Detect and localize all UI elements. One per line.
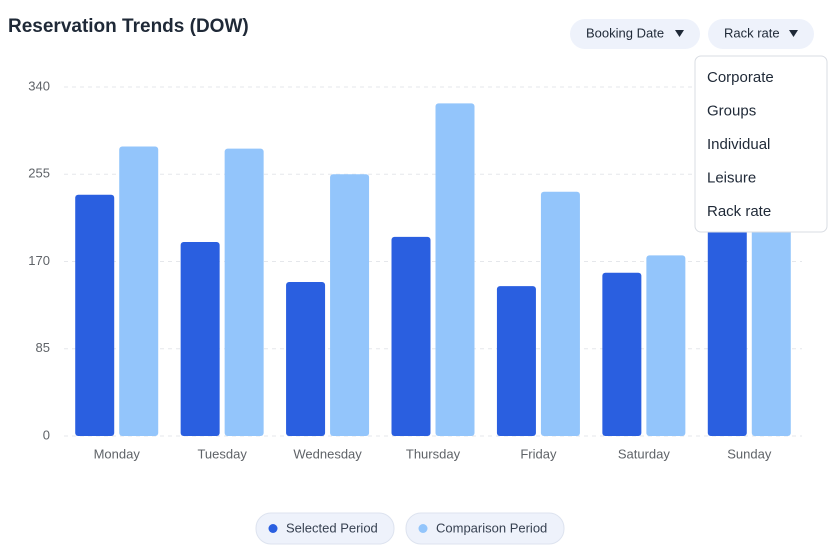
- x-tick-label: Monday: [94, 446, 141, 461]
- bar: [119, 146, 159, 437]
- menu-item[interactable]: Rack rate: [707, 203, 771, 220]
- menu-panel: [694, 55, 828, 233]
- chart-title: Reservation Trends (DOW): [8, 16, 249, 37]
- y-tick-label: 0: [43, 427, 50, 442]
- filter-label: Booking Date: [586, 25, 664, 40]
- plot: 0 85 170 255 340 Monday Tuesday Wednesday Thursd…: [28, 78, 802, 461]
- y-tick-label: 85: [36, 340, 50, 355]
- bar: [330, 174, 370, 436]
- bar: [391, 236, 431, 436]
- x-tick-label: Wednesday: [293, 446, 362, 461]
- filter-button[interactable]: [570, 19, 700, 49]
- legend-pill[interactable]: [255, 512, 395, 545]
- dropdown-arrow: [675, 30, 684, 37]
- bar: [286, 282, 326, 436]
- legend-swatch: [418, 524, 428, 533]
- filter-label: Rack rate: [724, 25, 780, 40]
- bar: [751, 205, 791, 436]
- legend-label: Comparison Period: [436, 520, 547, 535]
- menu-item[interactable]: Individual: [707, 136, 770, 153]
- bar: [540, 191, 580, 436]
- bar: [180, 241, 220, 436]
- y-tick-label: 170: [28, 253, 50, 268]
- bar: [646, 255, 686, 436]
- bar: [435, 103, 475, 437]
- bar: [602, 272, 642, 436]
- legend-swatch: [268, 524, 278, 533]
- legend: Selected Period Comparison Period: [255, 512, 565, 545]
- x-tick-label: Thursday: [406, 446, 461, 461]
- legend-label: Selected Period: [286, 520, 378, 535]
- dropdown-arrow: [789, 30, 798, 37]
- x-tick-label: Tuesday: [197, 446, 247, 461]
- y-tick-label: 340: [28, 78, 50, 93]
- bar: [224, 148, 264, 436]
- dropdown-menu: Corporate Groups Individual Leisure Rack rat…: [694, 55, 828, 233]
- menu-item[interactable]: Leisure: [707, 169, 756, 186]
- y-tick-label: 255: [28, 166, 50, 181]
- menu-item[interactable]: Corporate: [707, 69, 774, 86]
- filters: Booking Date Rack rate: [570, 19, 814, 49]
- legend-pill[interactable]: [405, 512, 565, 545]
- bar: [75, 194, 115, 436]
- bar: [496, 286, 536, 436]
- x-tick-label: Saturday: [618, 446, 671, 461]
- menu-item[interactable]: Groups: [707, 102, 756, 119]
- x-tick-label: Sunday: [727, 446, 772, 461]
- filter-button[interactable]: [708, 19, 814, 49]
- x-tick-label: Friday: [520, 446, 557, 461]
- bar: [707, 220, 747, 436]
